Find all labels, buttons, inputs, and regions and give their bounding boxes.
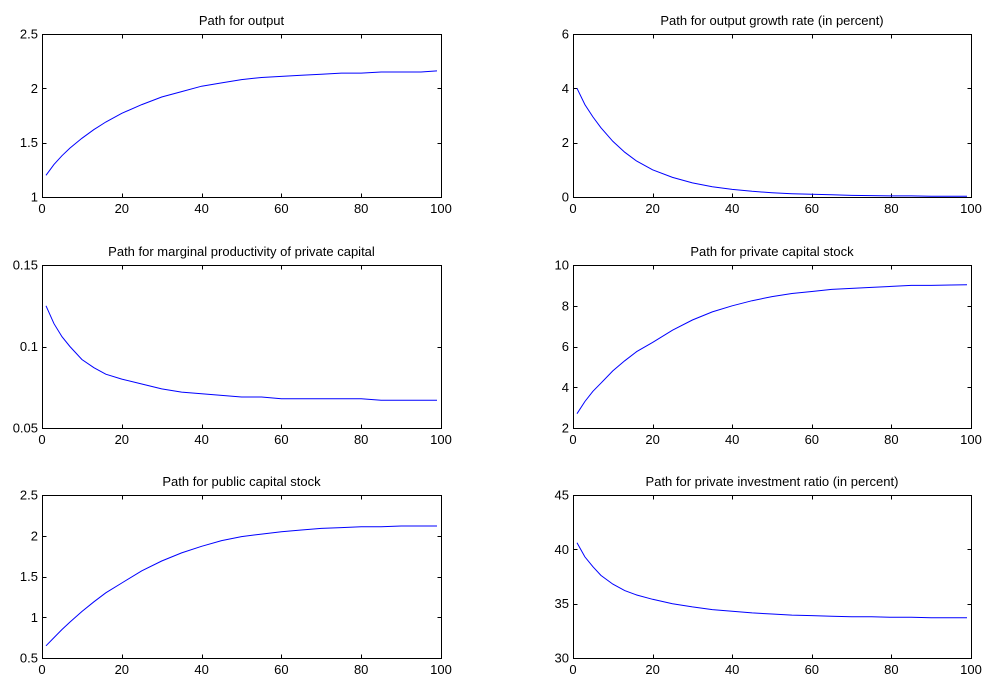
chart-title: Path for private capital stock <box>690 244 854 259</box>
x-tick-label: 80 <box>354 662 368 677</box>
chart-panel-1: Path for output 0 20 40 60 80 100 1 1.5 2 2.5 <box>20 13 452 216</box>
plot-frame <box>42 34 442 198</box>
y-tick-label: 40 <box>555 542 569 557</box>
x-tick-label: 60 <box>274 432 288 447</box>
series-line <box>45 305 437 401</box>
x-tick-label: 100 <box>960 662 982 677</box>
x-tick-label: 20 <box>645 432 659 447</box>
x-tick-label: 40 <box>725 432 739 447</box>
chart-panel-4: Path for private capital stock 0 20 40 60 80 1… <box>555 244 982 447</box>
y-tick-label: 8 <box>562 298 569 313</box>
y-tick-label: 10 <box>555 258 569 273</box>
x-tick-label: 20 <box>115 662 129 677</box>
series-line <box>45 70 438 176</box>
chart-title: Path for output growth rate (in percent) <box>660 13 883 28</box>
y-tick-label: 2.5 <box>20 488 38 503</box>
plot-frame <box>573 265 972 429</box>
x-tick-label: 60 <box>274 662 288 677</box>
series-line <box>576 88 967 197</box>
x-tick-label: 0 <box>38 201 45 216</box>
chart-title: Path for marginal productivity of privat… <box>108 244 375 259</box>
x-tick-label: 80 <box>884 432 898 447</box>
x-tick-label: 80 <box>354 432 368 447</box>
x-tick-label: 60 <box>805 201 819 216</box>
x-tick-label: 60 <box>805 662 819 677</box>
plot-frame <box>573 34 972 198</box>
series-line <box>576 284 968 414</box>
y-tick-label: 6 <box>562 339 569 354</box>
x-tick-label: 20 <box>115 201 129 216</box>
x-tick-label: 0 <box>569 432 576 447</box>
series-line <box>576 542 967 619</box>
y-tick-label: 6 <box>562 27 569 42</box>
x-tick-label: 20 <box>645 662 659 677</box>
chart-panel-3: Path for marginal productivity of privat… <box>13 244 452 447</box>
y-tick-label: 0.5 <box>20 651 38 666</box>
y-tick-label: 1 <box>31 610 38 625</box>
y-tick-label: 45 <box>555 488 569 503</box>
y-tick-label: 30 <box>555 651 569 666</box>
chart-panel-2: Path for output growth rate (in percent)… <box>562 13 982 216</box>
x-tick-label: 40 <box>725 201 739 216</box>
x-tick-label: 80 <box>884 201 898 216</box>
series-line <box>45 525 437 647</box>
y-tick-label: 0.15 <box>13 258 38 273</box>
x-tick-label: 100 <box>430 432 452 447</box>
x-tick-label: 80 <box>884 662 898 677</box>
x-tick-label: 40 <box>194 662 208 677</box>
x-tick-label: 60 <box>274 201 288 216</box>
x-tick-label: 0 <box>569 662 576 677</box>
x-tick-label: 100 <box>960 201 982 216</box>
y-tick-label: 0.1 <box>20 339 38 354</box>
x-tick-label: 60 <box>805 432 819 447</box>
x-tick-label: 100 <box>430 662 452 677</box>
x-tick-label: 40 <box>725 662 739 677</box>
x-tick-label: 40 <box>194 201 208 216</box>
y-tick-label: 35 <box>555 596 569 611</box>
y-tick-label: 2 <box>562 135 569 150</box>
y-tick-label: 0.05 <box>13 421 38 436</box>
y-tick-label: 4 <box>562 380 569 395</box>
y-tick-label: 1.5 <box>20 569 38 584</box>
y-tick-label: 4 <box>562 81 569 96</box>
y-tick-label: 0 <box>562 190 569 205</box>
y-tick-label: 2 <box>31 528 38 543</box>
chart-panel-6: Path for private investment ratio (in pe… <box>555 474 982 677</box>
x-tick-label: 40 <box>194 432 208 447</box>
plot-frame <box>42 495 442 659</box>
chart-title: Path for public capital stock <box>162 474 321 489</box>
y-tick-label: 1.5 <box>20 135 38 150</box>
y-tick-label: 1 <box>31 190 38 205</box>
y-tick-label: 2 <box>31 81 38 96</box>
y-tick-label: 2 <box>562 421 569 436</box>
x-tick-label: 100 <box>430 201 452 216</box>
plot-frame <box>573 495 972 659</box>
x-tick-label: 20 <box>115 432 129 447</box>
x-tick-label: 20 <box>645 201 659 216</box>
chart-title: Path for output <box>199 13 285 28</box>
x-tick-label: 0 <box>569 201 576 216</box>
x-tick-label: 0 <box>38 662 45 677</box>
chart-title: Path for private investment ratio (in pe… <box>646 474 899 489</box>
y-tick-label: 2.5 <box>20 27 38 42</box>
x-tick-label: 80 <box>354 201 368 216</box>
plot-frame <box>42 265 442 429</box>
x-tick-label: 0 <box>38 432 45 447</box>
x-tick-label: 100 <box>960 432 982 447</box>
